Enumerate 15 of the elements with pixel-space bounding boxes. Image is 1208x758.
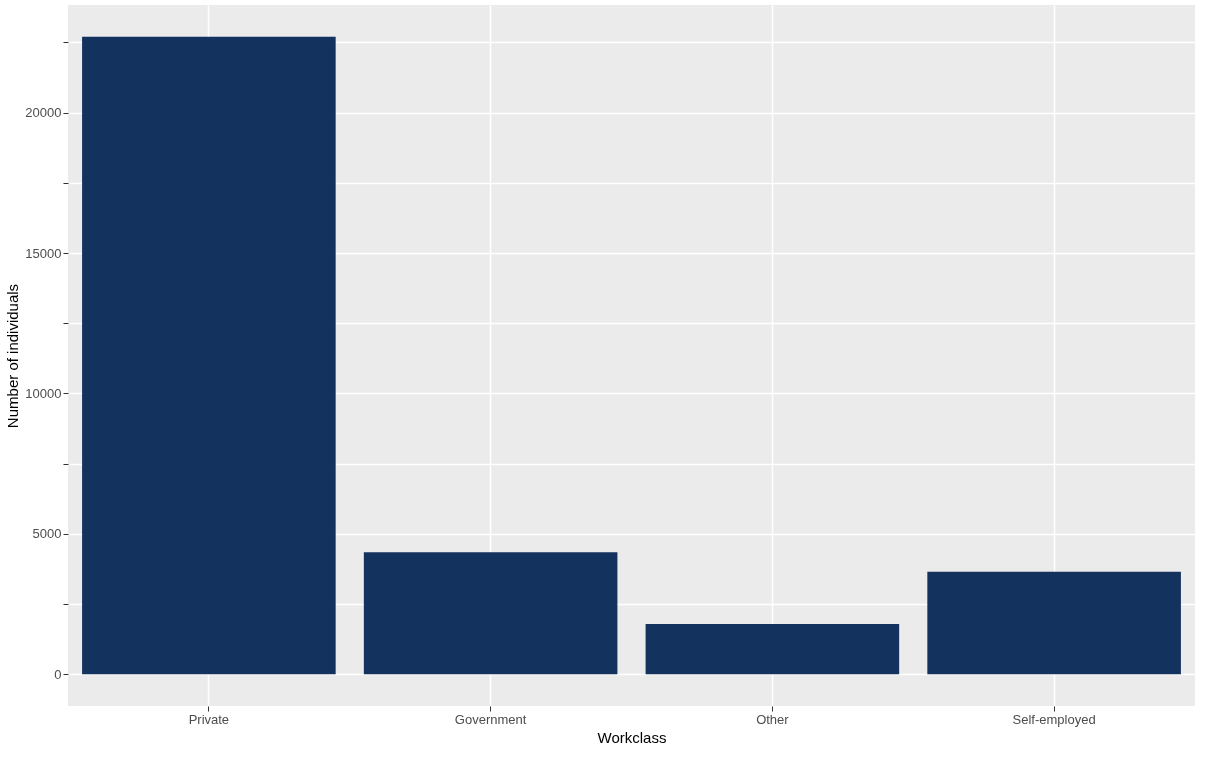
x-tick-label: Private	[188, 711, 230, 727]
y-tick-label: 10000	[25, 385, 62, 401]
bar	[82, 36, 336, 675]
x-tick-label: Government	[454, 711, 527, 727]
bar	[363, 552, 618, 675]
bar	[645, 623, 900, 675]
y-axis-title: Number of individuals	[4, 283, 22, 429]
x-tick-label: Self-employed	[1012, 711, 1096, 727]
x-tick-label: Other	[756, 711, 790, 727]
y-tick-label: 20000	[25, 105, 62, 121]
y-tick-label: 0	[54, 666, 62, 682]
bar	[927, 571, 1181, 675]
y-tick-label: 15000	[25, 245, 62, 261]
x-axis-title: Workclass	[597, 728, 667, 746]
y-tick-label: 5000	[32, 526, 62, 542]
